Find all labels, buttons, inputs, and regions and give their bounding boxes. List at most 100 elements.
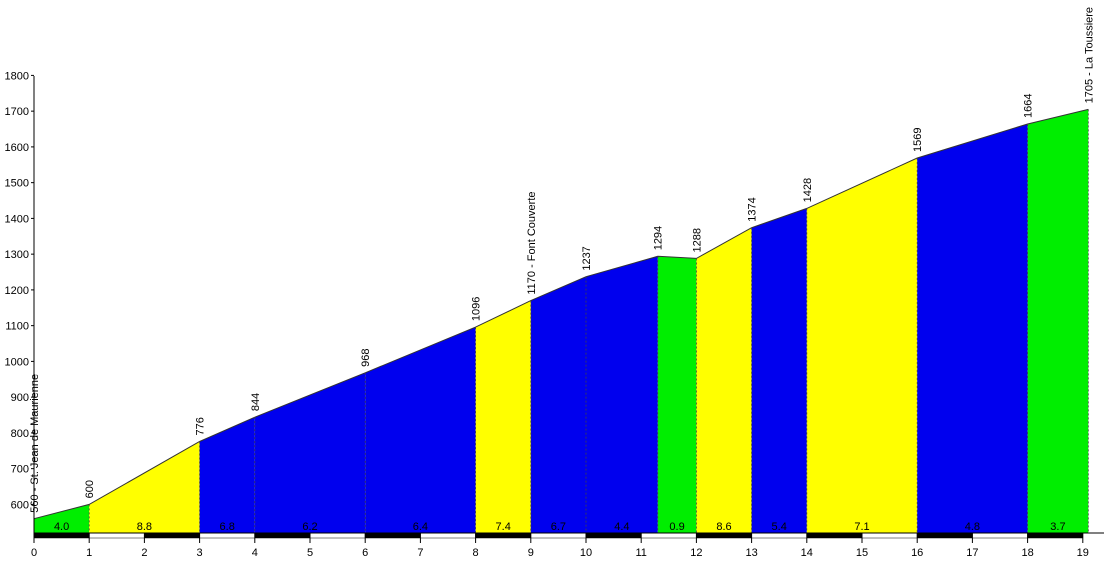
elevation-label: 560 - St. Jean de Maurienne [29,374,41,513]
x-tick-label: 4 [252,547,258,559]
elevation-label: 1288 [691,228,703,252]
x-tick-label: 12 [690,547,702,559]
gradient-labels: 4.0 8.8 6.8 6.2 6.4 7.4 6.7 4.4 0.9 8.6 5.4 7.1 4.8 3… [54,521,1066,533]
y-tick-label: 1000 [5,356,29,368]
x-tick-label: 9 [528,547,534,559]
gradient-segment [199,417,255,533]
y-tick-label: 1300 [5,249,29,261]
elevation-label: 1705 - La Toussiere [1083,7,1095,103]
km-bar-cell [696,532,752,539]
y-tick-label: 1100 [5,321,29,333]
km-bar-cell [364,532,421,539]
km-bar-cell [585,532,642,539]
x-tick-label: 17 [966,547,978,559]
y-tick-label: 700 [11,464,29,476]
gradient-label: 4.4 [614,521,629,533]
elevation-label: 844 [250,393,262,411]
km-bar-cell [475,532,532,539]
km-bar-cell [806,532,863,539]
y-tick-label: 1500 [5,178,29,190]
x-tick-label: 1 [86,547,92,559]
gradient-segment [254,372,366,533]
km-bar-cell [420,532,476,539]
gradient-segment [917,124,1028,533]
km-bar-cell [1027,532,1084,539]
elevation-label: 600 [84,480,96,498]
x-tick-label: 16 [911,547,923,559]
distance-scale-bar [33,532,1084,539]
elevation-label: 1294 [653,226,665,250]
x-tick-label: 7 [417,547,423,559]
gradient-label: 6.4 [413,521,428,533]
gradient-segment [657,256,697,533]
y-tick-label: 1600 [5,142,29,154]
y-tick-label: 1700 [5,106,29,118]
gradient-segment [1027,109,1089,534]
gradient-segment [89,441,200,533]
y-tick-label: 1200 [5,285,29,297]
y-tick-label: 900 [11,392,29,404]
gradient-segment [34,504,90,533]
x-tick-label: 6 [362,547,368,559]
gradient-label: 7.4 [496,521,511,533]
km-bar-cell [309,532,366,539]
elevation-label: 1664 [1023,94,1035,118]
x-tick-label: 3 [197,547,203,559]
km-bar-cell [199,532,256,539]
gradient-segment [475,300,531,533]
gradient-label: 4.8 [965,521,980,533]
gradient-label: 0.9 [669,521,684,533]
y-tick-label: 1800 [5,70,29,82]
gradient-segment [751,208,807,533]
x-tick-label: 0 [31,547,37,559]
gradient-label: 4.0 [54,521,69,533]
gradient-label: 7.1 [854,521,869,533]
km-bar-cell [751,532,808,539]
elevation-label: 968 [360,348,372,366]
km-bar-cell [33,532,90,539]
km-bar-cell [916,532,973,539]
km-bar-cell [254,532,311,539]
gradient-label: 8.6 [716,521,731,533]
elevation-label: 1428 [802,178,814,202]
km-bar-cell [88,532,145,539]
x-tick-label: 10 [580,547,592,559]
gradient-label: 6.7 [551,521,566,533]
elevation-label: 1374 [747,197,759,221]
x-tick-label: 8 [473,547,479,559]
elevation-label: 776 [195,417,207,435]
x-tick-label: 15 [856,547,868,559]
gradient-segment [365,327,476,533]
y-tick-label: 600 [11,499,29,511]
x-tick-label: 5 [307,547,313,559]
x-tick-label: 13 [745,547,757,559]
gradient-label: 5.4 [772,521,787,533]
gradient-segment [586,256,658,533]
axes: 6007008009001000110012001300140015001600… [5,70,1104,559]
km-bar-cell [861,532,918,539]
km-bar-cell [640,532,697,539]
x-tick-label: 18 [1021,547,1033,559]
km-bar-cell [530,532,587,539]
x-tick-label: 14 [801,547,813,559]
x-tick-label: 2 [141,547,147,559]
gradient-segment [530,276,586,533]
elevation-labels: 560 - St. Jean de Maurienne 600 776 844 968 1… [29,7,1095,513]
km-bar-cell [144,532,200,539]
gradient-label: 8.8 [137,521,152,533]
y-tick-label: 800 [11,428,29,440]
gradient-label: 3.7 [1050,521,1065,533]
y-tick-label: 1400 [5,213,29,225]
segment-dividers [88,109,1089,533]
x-tick-label: 11 [635,547,646,559]
x-tick-label: 19 [1077,547,1089,559]
elevation-label: 1569 [912,127,924,151]
elevation-label: 1170 - Font Couverte [526,191,538,294]
gradient-label: 6.8 [220,521,235,533]
km-bar-cell [972,532,1028,539]
elevation-label: 1096 [471,297,483,321]
elevation-label: 1237 [581,246,593,270]
gradient-segment [696,227,752,533]
gradient-segment [806,158,918,533]
